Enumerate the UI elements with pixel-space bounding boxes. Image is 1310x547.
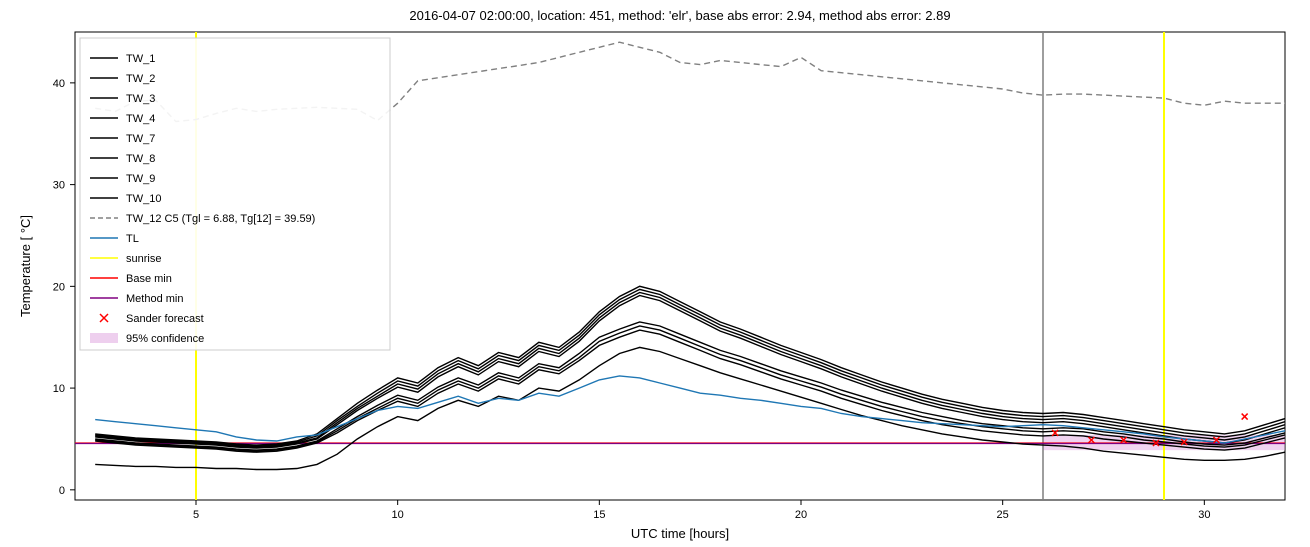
y-tick-label: 10 [53, 383, 65, 395]
legend-label: 95% confidence [126, 333, 204, 345]
x-axis-label: UTC time [hours] [631, 526, 729, 541]
legend-label: TW_8 [126, 153, 155, 165]
legend-label: TW_2 [126, 73, 155, 85]
x-tick-label: 5 [193, 509, 199, 521]
legend-label: TW_4 [126, 113, 155, 125]
x-tick-label: 10 [392, 509, 404, 521]
x-tick-label: 15 [593, 509, 605, 521]
chart-container: 2016-04-07 02:00:00, location: 451, meth… [0, 0, 1310, 547]
y-tick-label: 0 [59, 485, 65, 497]
legend-swatch [90, 333, 118, 343]
legend-label: TL [126, 233, 139, 245]
y-axis-label: Temperature [ °C] [18, 215, 33, 317]
y-tick-label: 40 [53, 78, 65, 90]
y-tick-label: 20 [53, 281, 65, 293]
y-tick-label: 30 [53, 180, 65, 192]
legend-label: Base min [126, 273, 172, 285]
x-tick-label: 30 [1198, 509, 1210, 521]
temperature-chart: 2016-04-07 02:00:00, location: 451, meth… [0, 0, 1310, 547]
legend-label: Method min [126, 293, 183, 305]
legend-label: TW_7 [126, 133, 155, 145]
legend-label: TW_3 [126, 93, 155, 105]
chart-title: 2016-04-07 02:00:00, location: 451, meth… [409, 8, 950, 23]
legend-label: TW_1 [126, 53, 155, 65]
x-tick-label: 20 [795, 509, 807, 521]
legend-label: TW_12 C5 (Tgl = 6.88, Tg[12] = 39.59) [126, 213, 315, 225]
x-tick-label: 25 [997, 509, 1009, 521]
legend-label: TW_10 [126, 193, 161, 205]
legend-label: TW_9 [126, 173, 155, 185]
legend-label: sunrise [126, 253, 161, 265]
legend-label: Sander forecast [126, 313, 204, 325]
